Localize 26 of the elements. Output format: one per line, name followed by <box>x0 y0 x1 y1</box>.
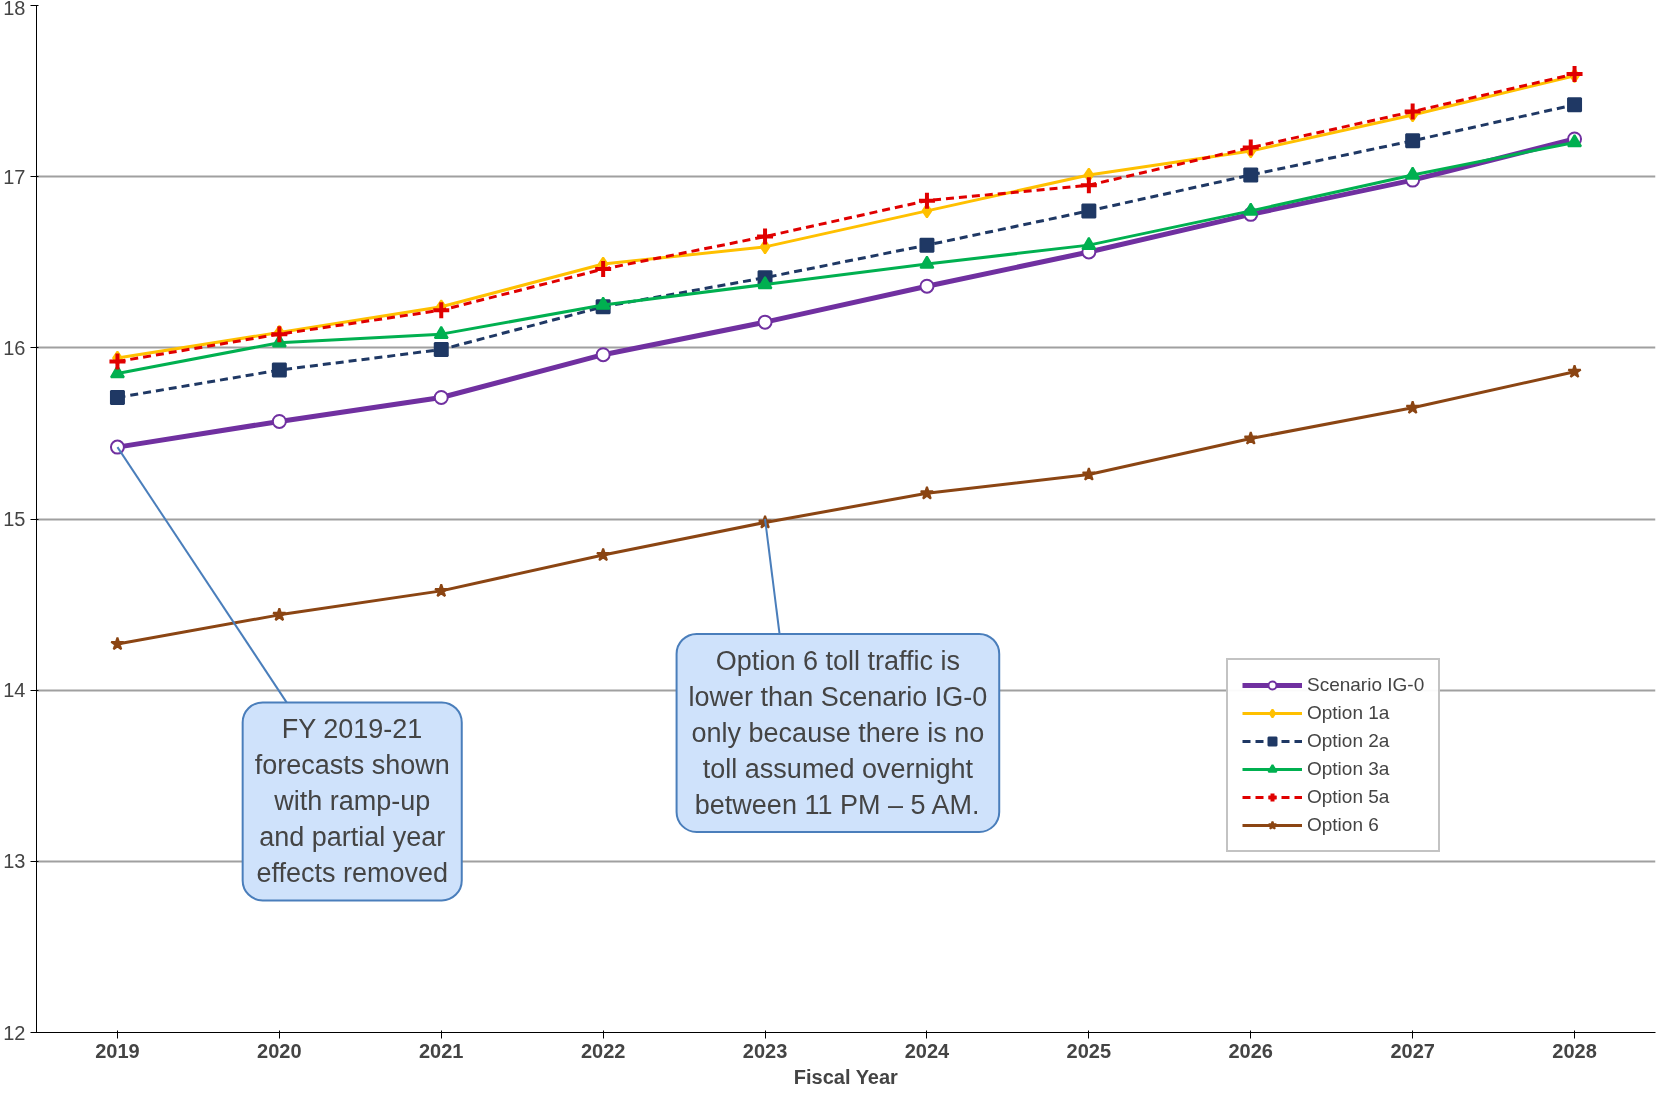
x-tick-label: 2026 <box>1228 1039 1273 1062</box>
x-tick-label: 2020 <box>257 1039 302 1062</box>
legend-label: Option 2a <box>1307 730 1390 752</box>
x-tick-label: 2028 <box>1552 1039 1597 1062</box>
x-tick-label: 2021 <box>419 1039 464 1062</box>
y-tick-label: 16 <box>3 336 26 359</box>
y-tick-label: 17 <box>3 165 26 188</box>
y-tick-label: 15 <box>3 508 26 530</box>
x-tick-label: 2025 <box>1066 1039 1112 1062</box>
legend-label: Option 3a <box>1307 758 1390 780</box>
x-tick-label: 2019 <box>95 1039 140 1062</box>
legend-label: Option 6 <box>1307 814 1379 836</box>
legend-label: Option 1a <box>1307 702 1390 724</box>
annotation: Option 6 toll traffic is lower than Scenario IG-0 only because there is no toll assumed overnight between 11 PM – 5 AM. <box>688 645 988 820</box>
y-tick-label: 18 <box>3 0 26 19</box>
x-tick-label: 2024 <box>904 1039 951 1062</box>
x-tick-label: 2023 <box>742 1039 788 1062</box>
legend-label: Scenario IG-0 <box>1307 674 1425 696</box>
x-axis-title: Fiscal Year <box>793 1065 899 1088</box>
y-tick-label: 13 <box>3 850 26 873</box>
y-tick-label: 12 <box>3 1021 26 1044</box>
x-tick-label: 2027 <box>1390 1039 1435 1062</box>
legend-label: Option 5a <box>1307 786 1390 808</box>
x-tick-label: 2022 <box>580 1039 626 1062</box>
annotation: FY 2019-21 forecasts shown with ramp-up and partial year effects removed <box>254 714 450 889</box>
y-tick-label: 14 <box>3 679 26 702</box>
